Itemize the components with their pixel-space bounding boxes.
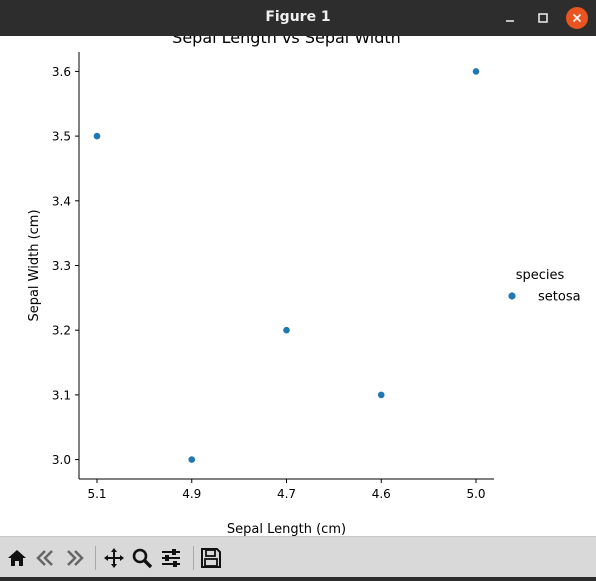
chart-title: Sepal Length vs Sepal Width [172,36,401,47]
save-icon [201,548,221,568]
x-tick-label: 5.0 [466,487,485,501]
y-tick-label: 3.2 [52,324,71,338]
toolbar-separator [95,546,96,570]
zoom-button[interactable] [129,545,155,571]
navigation-toolbar [0,536,596,578]
zoom-icon [132,548,153,569]
save-button[interactable] [198,545,224,571]
maximize-button[interactable] [532,7,554,29]
window-bottom-border [0,577,596,581]
y-tick-label: 3.3 [52,259,71,273]
y-tick-label: 3.5 [52,130,71,144]
close-icon [572,13,582,23]
y-tick-label: 3.0 [52,453,71,467]
maximize-icon [538,13,548,23]
forward-button[interactable] [62,545,88,571]
legend-marker [508,292,516,300]
legend-label: setosa [538,290,581,305]
legend-title: species [516,268,565,283]
configure-subplots-button[interactable] [158,545,184,571]
data-point [93,132,101,141]
x-tick-label: 4.7 [277,487,296,501]
minimize-icon [506,20,514,22]
home-icon [8,550,26,566]
pan-button[interactable] [101,545,127,571]
pan-icon [104,548,124,568]
home-button[interactable] [4,545,30,571]
minimize-button[interactable] [499,7,521,29]
data-point [187,455,196,464]
configure-subplots-icon [162,549,180,567]
forward-icon [67,550,84,566]
scatter-chart: Sepal Length vs Sepal Width 3.0 3.1 3.2 3.3 3… [27,36,581,536]
x-axis-label: Sepal Length (cm) [227,522,346,536]
plot-canvas[interactable]: Sepal Length vs Sepal Width 3.0 3.1 3.2 3.3 3… [0,36,596,536]
data-point [377,390,386,399]
data-point [282,326,291,335]
x-tick-label: 5.1 [87,487,106,501]
back-icon [36,550,53,566]
toolbar-separator [193,546,194,570]
y-tick-label: 3.1 [52,388,71,402]
data-point [472,67,480,76]
window-title: Figure 1 [265,9,331,25]
x-tick-label: 4.6 [372,487,391,501]
close-button[interactable] [566,7,588,29]
back-button[interactable] [32,545,58,571]
y-tick-label: 3.4 [52,194,71,208]
title-bar[interactable]: Figure 1 [0,0,596,36]
y-axis-label: Sepal Width (cm) [27,209,42,321]
y-tick-label: 3.6 [52,65,71,79]
x-tick-label: 4.9 [182,487,201,501]
